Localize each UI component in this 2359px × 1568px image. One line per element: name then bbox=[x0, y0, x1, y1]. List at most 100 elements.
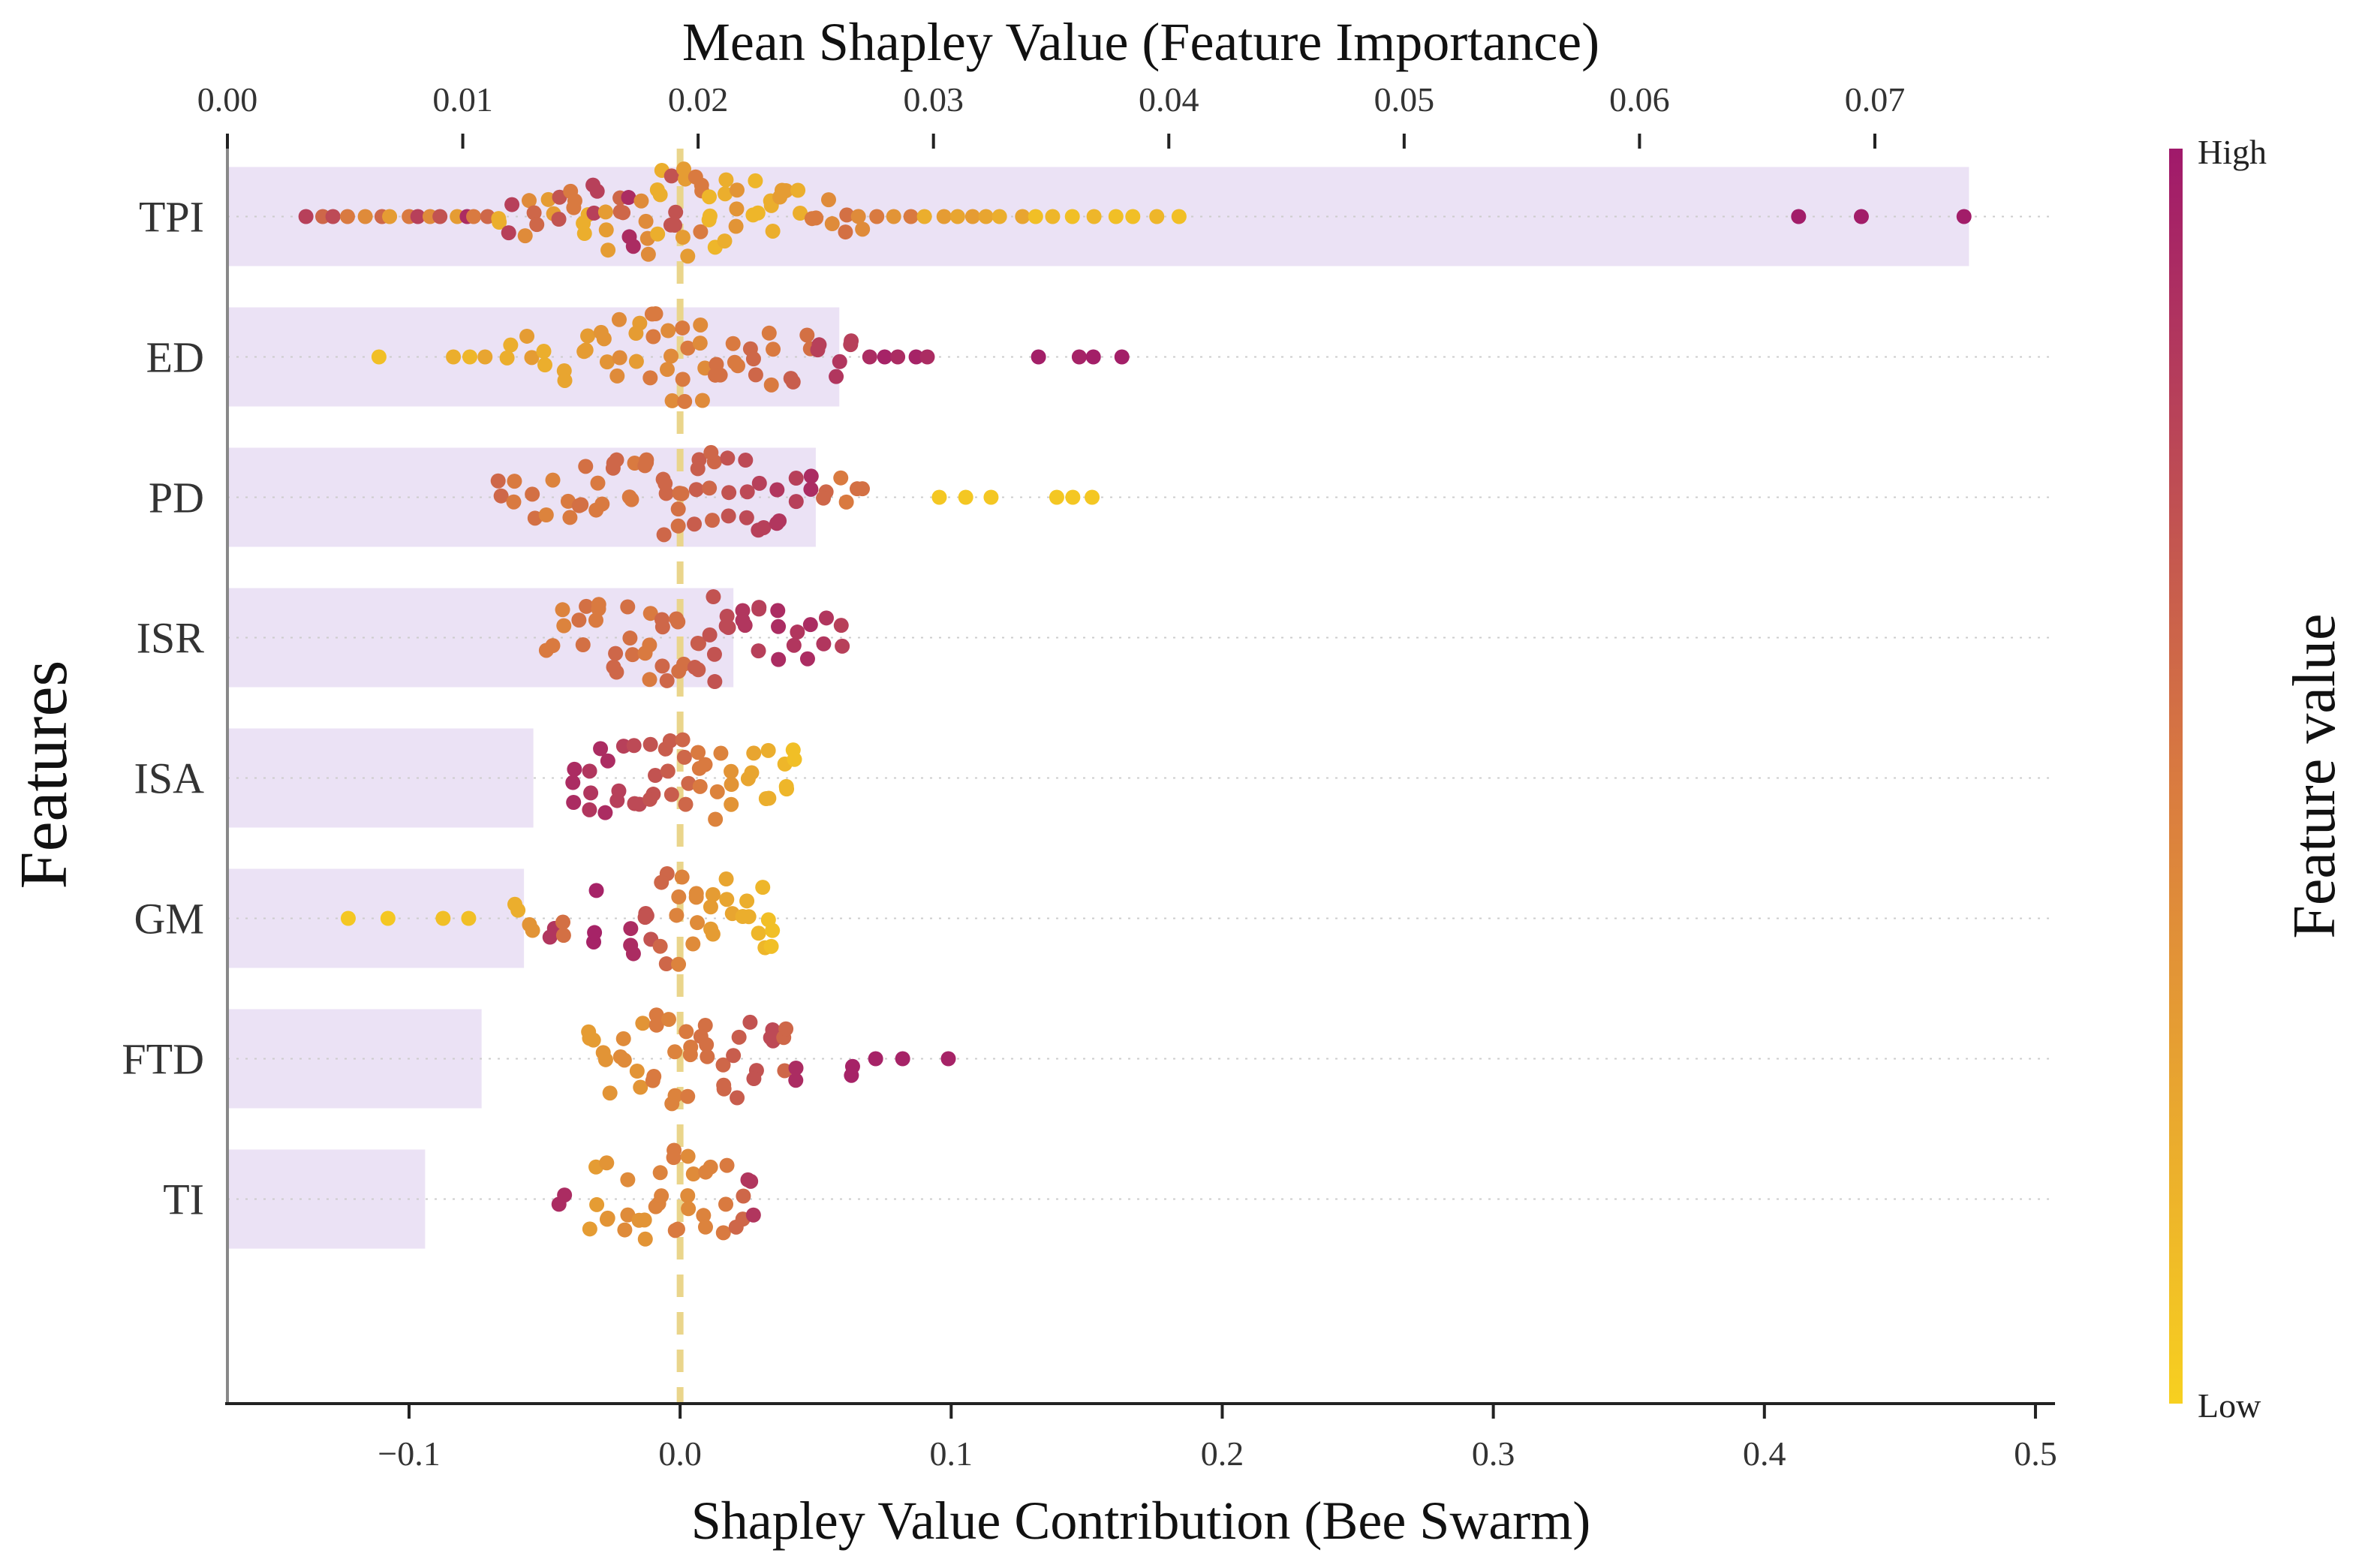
shap-point-tpi bbox=[1015, 209, 1031, 224]
shap-point-tpi bbox=[916, 209, 932, 224]
shap-point-pd bbox=[545, 472, 561, 488]
shap-point-tpi bbox=[729, 182, 745, 198]
shap-point-tpi bbox=[600, 242, 616, 258]
shap-point-tpi bbox=[1125, 209, 1141, 224]
shap-point-isr bbox=[579, 598, 594, 614]
feature-label-isa: ISA bbox=[134, 754, 205, 803]
shap-point-ti bbox=[589, 1196, 605, 1212]
shap-point-tpi bbox=[839, 207, 855, 223]
shap-point-ed bbox=[537, 357, 553, 373]
shap-point-ti bbox=[582, 1221, 597, 1237]
shap-point-tpi bbox=[491, 211, 507, 227]
shap-point-tpi bbox=[1064, 209, 1080, 224]
shap-point-isa bbox=[708, 811, 724, 827]
shap-point-ftd bbox=[716, 1077, 732, 1093]
shap-point-ed bbox=[477, 349, 493, 365]
colorbar bbox=[2169, 149, 2183, 1404]
shap-point-gm bbox=[340, 910, 356, 926]
shap-point-ed bbox=[599, 354, 615, 370]
shap-point-isa bbox=[724, 796, 739, 812]
shap-point-ed bbox=[664, 393, 680, 408]
shap-point-gm bbox=[669, 907, 685, 923]
top-tick-label: 0.06 bbox=[1609, 80, 1670, 119]
shap-point-ftd bbox=[667, 1044, 683, 1060]
shap-point-pd bbox=[527, 510, 543, 526]
shap-point-tpi bbox=[667, 218, 683, 233]
shap-point-ftd bbox=[633, 1079, 648, 1095]
shap-point-ed bbox=[645, 329, 661, 345]
shap-point-ed bbox=[663, 348, 679, 364]
shap-point-isr bbox=[571, 612, 587, 628]
shap-point-ed bbox=[1114, 349, 1130, 365]
shap-point-tpi bbox=[728, 218, 744, 234]
shap-point-tpi bbox=[1045, 209, 1061, 224]
shap-point-ed bbox=[1071, 349, 1087, 365]
shap-point-ed bbox=[766, 342, 781, 357]
shap-point-ed bbox=[748, 367, 763, 383]
shap-point-pd bbox=[506, 494, 522, 510]
shap-point-ed bbox=[862, 349, 877, 365]
shap-point-gm bbox=[703, 899, 718, 915]
shap-point-isa bbox=[681, 775, 697, 791]
shap-point-ed bbox=[628, 354, 644, 369]
shap-point-tpi bbox=[652, 187, 668, 203]
shap-point-ed bbox=[810, 342, 826, 358]
shap-point-ftd bbox=[895, 1051, 910, 1067]
shap-point-tpi bbox=[625, 239, 641, 254]
shap-point-pd bbox=[958, 489, 973, 505]
shap-point-isa bbox=[565, 775, 581, 790]
shap-point-pd bbox=[721, 485, 737, 501]
shap-point-isr bbox=[816, 636, 832, 652]
shap-point-gm bbox=[588, 883, 604, 898]
shap-point-ti bbox=[681, 1201, 697, 1217]
shap-point-ftd bbox=[616, 1052, 632, 1068]
shap-point-gm bbox=[555, 928, 571, 944]
shap-point-gm bbox=[674, 869, 690, 885]
shap-point-isa bbox=[675, 732, 691, 748]
shap-point-gm bbox=[587, 925, 603, 940]
shap-point-pd bbox=[803, 468, 819, 484]
shap-point-isr bbox=[691, 662, 706, 678]
shap-point-ed bbox=[799, 327, 815, 343]
shap-point-ed bbox=[675, 372, 691, 387]
shap-point-ti bbox=[620, 1207, 636, 1223]
shap-point-tpi bbox=[540, 191, 556, 207]
shap-point-ed bbox=[725, 336, 741, 351]
shap-point-pd bbox=[670, 501, 686, 517]
shap-point-isa bbox=[611, 783, 627, 799]
shap-point-isr bbox=[751, 643, 766, 659]
shap-point-ftd bbox=[667, 1088, 683, 1103]
shap-point-tpi bbox=[903, 209, 919, 224]
shap-point-isa bbox=[713, 745, 729, 761]
shap-point-pd bbox=[931, 489, 947, 505]
shap-point-tpi bbox=[772, 189, 788, 205]
shap-point-tpi bbox=[718, 172, 734, 188]
shap-point-ti bbox=[631, 1212, 647, 1228]
y-axis-title: Features bbox=[7, 661, 81, 889]
shap-point-ti bbox=[743, 1173, 759, 1189]
shap-point-ftd bbox=[788, 1060, 804, 1076]
shap-point-ti bbox=[599, 1155, 615, 1171]
top-tick-label: 0.05 bbox=[1374, 80, 1435, 119]
shap-point-isr bbox=[670, 614, 686, 630]
shap-point-pd bbox=[606, 456, 621, 471]
shap-point-pd bbox=[751, 475, 767, 491]
shap-point-ed bbox=[694, 393, 710, 408]
importance-bar-ti bbox=[227, 1149, 426, 1249]
shap-point-isr bbox=[591, 597, 606, 612]
shap-point-isr bbox=[642, 672, 657, 688]
shap-point-ed bbox=[524, 350, 540, 366]
beeswarm-points bbox=[298, 161, 1972, 1247]
shap-point-isa bbox=[597, 805, 613, 820]
shap-point-tpi bbox=[702, 208, 718, 224]
shap-point-ed bbox=[659, 362, 675, 378]
shap-point-isa bbox=[761, 790, 777, 806]
shap-point-isa bbox=[691, 745, 706, 760]
shap-point-tpi bbox=[325, 209, 341, 224]
shap-point-ftd bbox=[868, 1051, 883, 1067]
shap-point-pd bbox=[983, 489, 999, 505]
shap-point-ftd bbox=[635, 1016, 651, 1031]
shap-point-tpi bbox=[526, 205, 542, 221]
shap-point-gm bbox=[658, 956, 674, 972]
shap-point-isr bbox=[654, 658, 670, 674]
